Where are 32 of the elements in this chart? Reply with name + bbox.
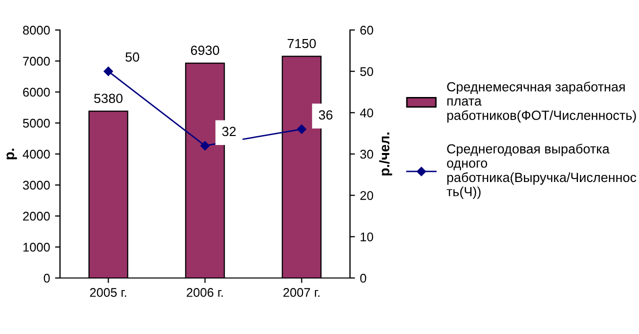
point: [297, 124, 306, 134]
y-tick-label: 4000: [22, 150, 50, 159]
y2-tick-label: 20: [360, 191, 374, 200]
legend-label: Среднемесячная заработная плата работников(ФОТ/Численность): [447, 82, 636, 123]
y2-tick-label: 0: [360, 274, 366, 283]
y2-tick-label: 40: [360, 108, 374, 118]
point: [104, 66, 113, 76]
y-axis-title: р.: [6, 148, 17, 160]
y-tick-label: 2000: [23, 212, 50, 221]
data-label: 5380: [94, 94, 122, 104]
data-label: 32: [222, 126, 236, 136]
y-tick-label: 6000: [23, 88, 50, 97]
x-tick-label: 2005 г.: [90, 288, 126, 297]
y-tick-label: 7000: [23, 56, 50, 66]
y-tick-label: 0: [44, 274, 50, 283]
data-label: 6930: [190, 46, 220, 56]
y-tick-label: 3000: [22, 180, 50, 190]
data-label: 50: [126, 52, 140, 62]
x-tick-label: 2007 г.: [283, 288, 320, 297]
y-tick-label: 1000: [23, 242, 50, 252]
data-label: 7150: [288, 38, 316, 48]
y2-tick-label: 50: [360, 67, 374, 76]
x-tick-label: 2006 г.: [186, 288, 223, 297]
data-label: 36: [318, 110, 332, 120]
y2-tick-label: 60: [360, 26, 374, 35]
y2-tick-label: 10: [360, 232, 374, 242]
legend-label: Среднегодовая выработка одного работника(Выручка/Численнос ть(Ч)): [446, 144, 636, 199]
y-tick-label: 8000: [23, 26, 50, 35]
y2-axis-title: р./чел.: [379, 132, 392, 176]
point: [200, 141, 210, 150]
y-tick-label: 5000: [22, 118, 50, 128]
y2-tick-label: 30: [360, 150, 374, 159]
